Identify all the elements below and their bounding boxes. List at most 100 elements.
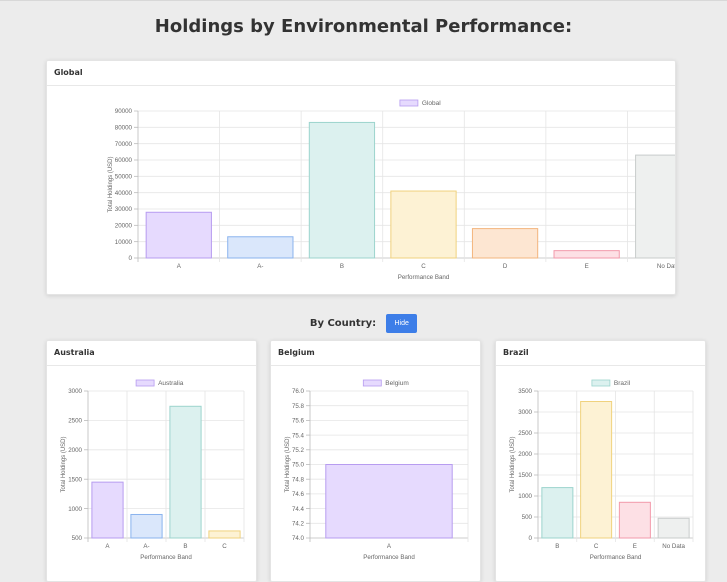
y-axis-title: Total Holdings (USD) xyxy=(510,436,516,492)
hide-button[interactable]: Hide xyxy=(386,314,418,333)
y-tick-label: 3500 xyxy=(518,388,532,395)
y-tick-label: 50000 xyxy=(115,174,133,181)
y-tick-label: 500 xyxy=(522,514,533,521)
brazil-chart-card: Brazil Brazil 3500 3000 2500 2000 1500 1000 500… xyxy=(495,340,706,582)
y-tick-label: 75.6 xyxy=(292,418,305,425)
x-tick-label: A xyxy=(177,263,182,270)
x-tick-label: A xyxy=(105,543,110,550)
x-tick-label: B xyxy=(555,543,559,550)
bar-d xyxy=(471,228,539,259)
x-tick-label: C xyxy=(222,543,227,550)
y-tick-label: 70000 xyxy=(115,141,133,148)
card-title: Global xyxy=(47,61,675,86)
y-tick-label: 0 xyxy=(129,255,133,262)
y-tick-label: 74.6 xyxy=(292,491,305,498)
legend-swatch xyxy=(362,379,382,387)
y-tick-label: 75.2 xyxy=(292,447,305,454)
bar-no-data xyxy=(657,517,690,539)
bar-a- xyxy=(130,513,163,539)
x-tick-label: D xyxy=(503,263,508,270)
y-tick-label: 30000 xyxy=(115,206,133,213)
australia-bar-chart: Australia 3000 2500 2000 1500 1000 500 A A- B C Per… xyxy=(61,379,245,561)
global-chart-card: Global Global 90000 80000 70000 60000 50000 40… xyxy=(46,60,676,295)
y-tick-label: 75.0 xyxy=(292,462,305,469)
chart-legend: Global xyxy=(399,99,441,107)
y-tick-label: 2000 xyxy=(518,451,532,458)
x-tick-label: B xyxy=(340,263,344,270)
y-tick-label: 40000 xyxy=(115,190,133,197)
x-tick-label: A- xyxy=(143,543,149,550)
section-title: By Country: xyxy=(309,318,377,329)
bar-b xyxy=(169,405,202,539)
global-bar-chart: Global 90000 80000 70000 60000 50000 40000 3000… xyxy=(108,99,675,281)
x-tick-label: E xyxy=(585,263,589,270)
y-tick-label: 20000 xyxy=(115,223,133,230)
card-title: Australia xyxy=(47,341,256,366)
x-tick-label: A xyxy=(387,543,392,550)
y-axis-title: Total Holdings (USD) xyxy=(285,436,291,492)
x-tick-label: A- xyxy=(257,263,263,270)
legend-label: Belgium xyxy=(385,380,408,387)
y-tick-label: 76.0 xyxy=(292,388,305,395)
bar-c xyxy=(580,401,613,539)
y-axis-title: Total Holdings (USD) xyxy=(61,436,67,492)
bar-a xyxy=(91,481,124,539)
y-tick-label: 74.8 xyxy=(292,476,305,483)
legend-label: Australia xyxy=(158,380,184,387)
chart-legend: Australia xyxy=(135,379,184,387)
y-tick-label: 3000 xyxy=(518,409,532,416)
brazil-bar-chart: Brazil 3500 3000 2500 2000 1500 1000 500 0 B C E No … xyxy=(510,379,694,561)
y-tick-label: 74.0 xyxy=(292,535,305,542)
y-tick-label: 1500 xyxy=(68,476,82,483)
bar-e xyxy=(618,501,651,539)
y-tick-label: 60000 xyxy=(115,157,133,164)
page-title: Holdings by Environmental Performance: xyxy=(154,16,573,37)
y-tick-label: 75.4 xyxy=(292,432,305,439)
bar-a- xyxy=(227,236,294,259)
y-tick-label: 75.8 xyxy=(292,403,305,410)
bar-c xyxy=(390,190,457,259)
bar-a xyxy=(325,464,453,539)
belgium-chart-card: Belgium Belgium 76.0 75.8 75.6 75.4 75.2 75.0 7… xyxy=(270,340,481,582)
y-tick-label: 74.4 xyxy=(292,506,305,513)
x-axis-title: Performance Band xyxy=(398,274,450,281)
y-tick-label: 1000 xyxy=(68,506,82,513)
legend-swatch xyxy=(591,379,611,387)
x-tick-label: B xyxy=(183,543,187,550)
bar-a xyxy=(145,211,212,259)
y-tick-label: 0 xyxy=(529,535,533,542)
y-tick-label: 74.2 xyxy=(292,521,305,528)
legend-label: Brazil xyxy=(614,380,631,387)
belgium-bar-chart: Belgium 76.0 75.8 75.6 75.4 75.2 75.0 74.8 74.6 7… xyxy=(285,379,469,561)
y-tick-label: 2500 xyxy=(518,430,532,437)
x-tick-label: No Data xyxy=(662,543,685,550)
x-tick-label: C xyxy=(594,543,599,550)
card-title: Brazil xyxy=(496,341,705,366)
bar-c xyxy=(208,530,241,539)
chart-legend: Belgium xyxy=(362,379,409,387)
legend-label: Global xyxy=(422,100,441,107)
y-tick-label: 1500 xyxy=(518,472,532,479)
y-tick-label: 2500 xyxy=(68,418,82,425)
x-axis-title: Performance Band xyxy=(363,554,415,561)
y-tick-label: 10000 xyxy=(115,239,133,246)
y-tick-label: 80000 xyxy=(115,125,133,132)
bar-no-data xyxy=(635,154,675,259)
chart-legend: Brazil xyxy=(591,379,631,387)
bar-b xyxy=(541,487,574,539)
x-tick-label: C xyxy=(421,263,426,270)
australia-chart-card: Australia Australia 3000 2500 2000 1500 1000 5… xyxy=(46,340,257,582)
top-divider xyxy=(0,0,727,1)
y-axis-title: Total Holdings (USD) xyxy=(108,156,114,212)
x-axis-title: Performance Band xyxy=(590,554,642,561)
y-tick-label: 500 xyxy=(72,535,83,542)
y-tick-label: 2000 xyxy=(68,447,82,454)
y-tick-label: 90000 xyxy=(115,108,133,115)
x-tick-label: No Data xyxy=(657,263,675,270)
legend-swatch xyxy=(135,379,155,387)
legend-swatch xyxy=(399,99,419,107)
x-tick-label: E xyxy=(633,543,637,550)
by-country-header: By Country: Hide xyxy=(0,314,727,333)
bar-b xyxy=(308,121,376,259)
x-axis-title: Performance Band xyxy=(140,554,192,561)
